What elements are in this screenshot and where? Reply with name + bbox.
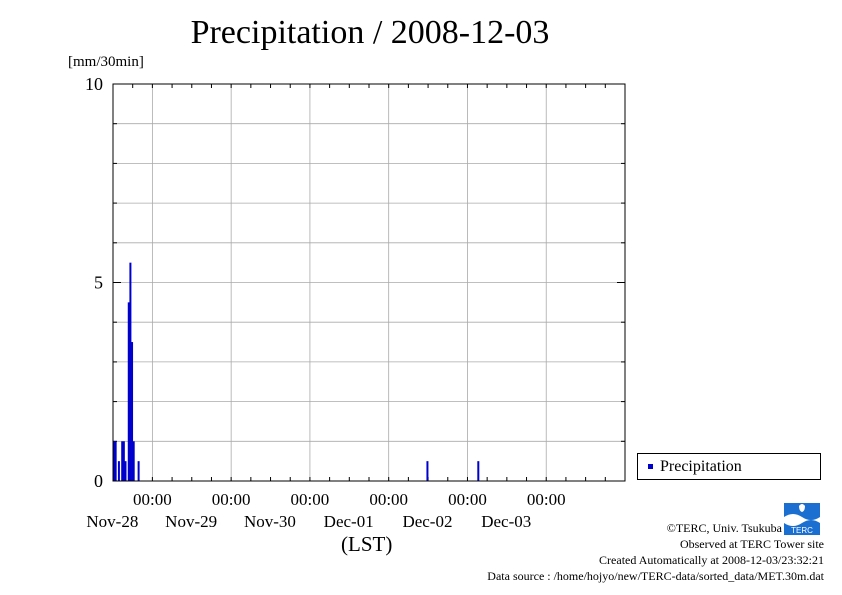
plot-frame [112, 83, 626, 482]
precipitation-bar [477, 461, 480, 481]
x-tick-date-label: Nov-28 [86, 512, 138, 531]
svg-text:TERC: TERC [791, 526, 813, 535]
x-tick-time-label: 00:00 [527, 490, 566, 509]
precipitation-bar [131, 342, 134, 481]
legend: Precipitation [637, 453, 821, 480]
legend-swatch [648, 464, 653, 469]
y-unit-label: [mm/30min] [68, 54, 144, 70]
precipitation-bar [124, 461, 127, 481]
copyright-text: ©TERC, Univ. Tsukuba [666, 521, 782, 535]
x-tick-time-label: 00:00 [133, 490, 172, 509]
observed-text: Observed at TERC Tower site [679, 537, 824, 551]
x-tick-date-label: Dec-03 [481, 512, 531, 531]
precipitation-bar [113, 441, 115, 481]
precipitation-bar [114, 441, 117, 481]
x-axis-label: (LST) [341, 532, 393, 556]
x-tick-time-label: 00:00 [212, 490, 251, 509]
precipitation-bar [426, 461, 429, 481]
x-tick-date-label: Nov-30 [244, 512, 296, 531]
precipitation-bar [132, 441, 135, 481]
legend-label: Precipitation [660, 458, 742, 475]
x-tick-date-label: Dec-01 [324, 512, 374, 531]
y-tick-label: 0 [94, 471, 103, 491]
x-tick-date-label: Nov-29 [165, 512, 217, 531]
source-text: Data source : /home/hojyo/new/TERC-data/… [487, 569, 824, 583]
precipitation-bar [117, 461, 120, 481]
precipitation-bar [121, 441, 124, 481]
y-tick-label: 5 [94, 273, 103, 293]
y-tick-label: 10 [85, 74, 103, 94]
precipitation-bar [129, 262, 132, 481]
precipitation-bar [137, 461, 140, 481]
created-text: Created Automatically at 2008-12-03/23:3… [599, 553, 824, 567]
precipitation-bar [122, 441, 125, 481]
credits-block: ©TERC, Univ. Tsukuba Observed at TERC To… [487, 520, 824, 584]
terc-logo: TERC [784, 503, 820, 535]
x-tick-date-label: Dec-02 [402, 512, 452, 531]
chart-title: Precipitation / 2008-12-03 [190, 14, 550, 51]
x-tick-time-label: 00:00 [291, 490, 330, 509]
x-tick-time-label: 00:00 [448, 490, 487, 509]
precipitation-bar [127, 302, 130, 481]
x-tick-time-label: 00:00 [369, 490, 408, 509]
